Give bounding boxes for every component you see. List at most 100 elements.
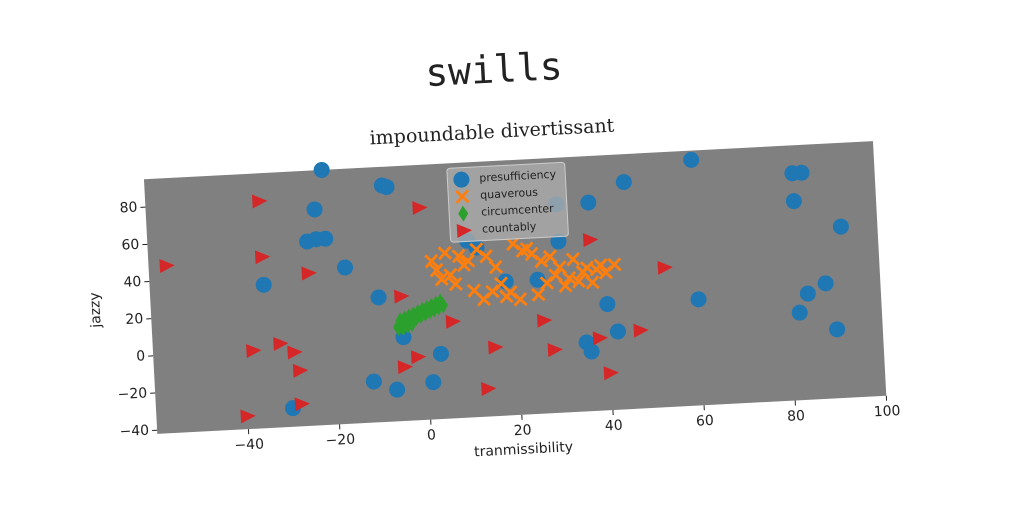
legend-label: countably [482,220,537,236]
scatter-point [683,151,700,168]
scatter-point [445,314,461,329]
scatter-point [398,319,409,336]
scatter-point [159,259,175,274]
scatter-point [410,350,427,365]
scatter-point [599,296,616,313]
scatter-point [565,252,581,267]
x-tick-label: −40 [234,436,264,454]
scatter-point [313,161,330,178]
scatter-point [547,343,563,358]
scatter-point [575,264,591,280]
scatter-point [389,381,406,398]
y-tick-label: 40 [123,274,142,291]
y-tick-label: 60 [121,237,140,254]
scatter-point [593,258,609,273]
scatter-point [301,266,317,281]
scatter-point [493,276,509,291]
scatter-point [451,248,466,264]
legend-label: quaverous [480,186,539,202]
scatter-point [478,249,494,264]
legend-label: circumcenter [481,202,555,219]
scatter-point [657,260,673,275]
scatter-point [829,321,846,338]
x-tick-label: 0 [427,427,437,443]
scatter-point [292,363,309,378]
scatter-point [422,299,433,316]
scatter-point [580,194,597,211]
scatter-point [469,242,484,257]
x-tick-label: 60 [696,413,715,430]
x-tick-label: 20 [513,422,532,439]
y-tick-label: −20 [117,385,147,403]
scatter-point [488,259,504,275]
scatter-point [240,409,256,424]
scatter-point [609,323,626,340]
legend: presufficiencyquaverouscircumcentercount… [446,161,569,243]
scatter-point [615,174,632,191]
scatter-point [432,345,449,362]
scatter-point [531,287,546,302]
scatter-point [548,267,563,283]
scatter-point [317,230,334,247]
scatter-point [505,236,521,252]
scatter-point [542,249,558,265]
scatter-point [255,276,272,293]
scatter-point [562,270,577,286]
scatter-point [476,292,492,307]
scatter-point [791,304,808,321]
scatter-point [832,218,849,235]
scatter-point [337,259,354,276]
x-tick-label: 40 [604,418,623,435]
scatter-point [426,297,437,314]
scatter-point [425,374,442,391]
scatter-point [424,253,439,269]
scatter-point [434,271,449,287]
scatter-point [456,257,471,273]
chart-subtitle: impoundable divertissant [369,115,615,150]
scatter-point [408,306,419,323]
scatter-point [519,241,535,256]
y-tick-label: 20 [125,311,144,328]
scatter-point [585,275,600,290]
legend-marker [455,189,470,204]
scatter-point [406,315,417,332]
scatter-point [370,289,387,306]
scatter-point [246,343,262,358]
scatter-point [435,293,446,310]
scatter-point [793,164,810,181]
scatter-point [429,262,444,278]
scatter-point [799,285,816,302]
scatter-point [552,260,568,275]
scatter-point [431,295,442,312]
legend-marker [453,171,470,188]
plot-area: impoundable divertissant tranmissibility… [87,115,901,461]
x-tick-label: 80 [787,408,806,425]
scatter-point [529,271,546,288]
scatter-point [536,313,553,328]
scatter-point [287,345,303,360]
scatter-point [817,275,834,292]
scatter-point [365,373,382,390]
scatter-point [254,250,271,265]
scatter-point [607,257,622,272]
x-tick-label: −20 [325,432,355,450]
scatter-point [533,253,549,269]
scatter-point [417,302,428,319]
legend-label: presufficiency [479,168,557,185]
scatter-point [571,274,587,289]
legend-marker [456,223,473,238]
scatter-point [443,267,458,283]
scatter-point [437,245,453,261]
scatter-point [394,289,410,304]
scatter-point [592,331,609,346]
scatter-point [306,201,323,218]
scatter-point [550,233,567,250]
scatter-point [448,276,463,292]
y-tick-label: −40 [119,423,149,441]
scatter-point [412,201,428,216]
scatter-point [397,360,414,375]
y-tick-label: 80 [119,200,138,217]
x-axis-label: tranmissibility [474,439,574,460]
scatter-point [488,340,504,355]
